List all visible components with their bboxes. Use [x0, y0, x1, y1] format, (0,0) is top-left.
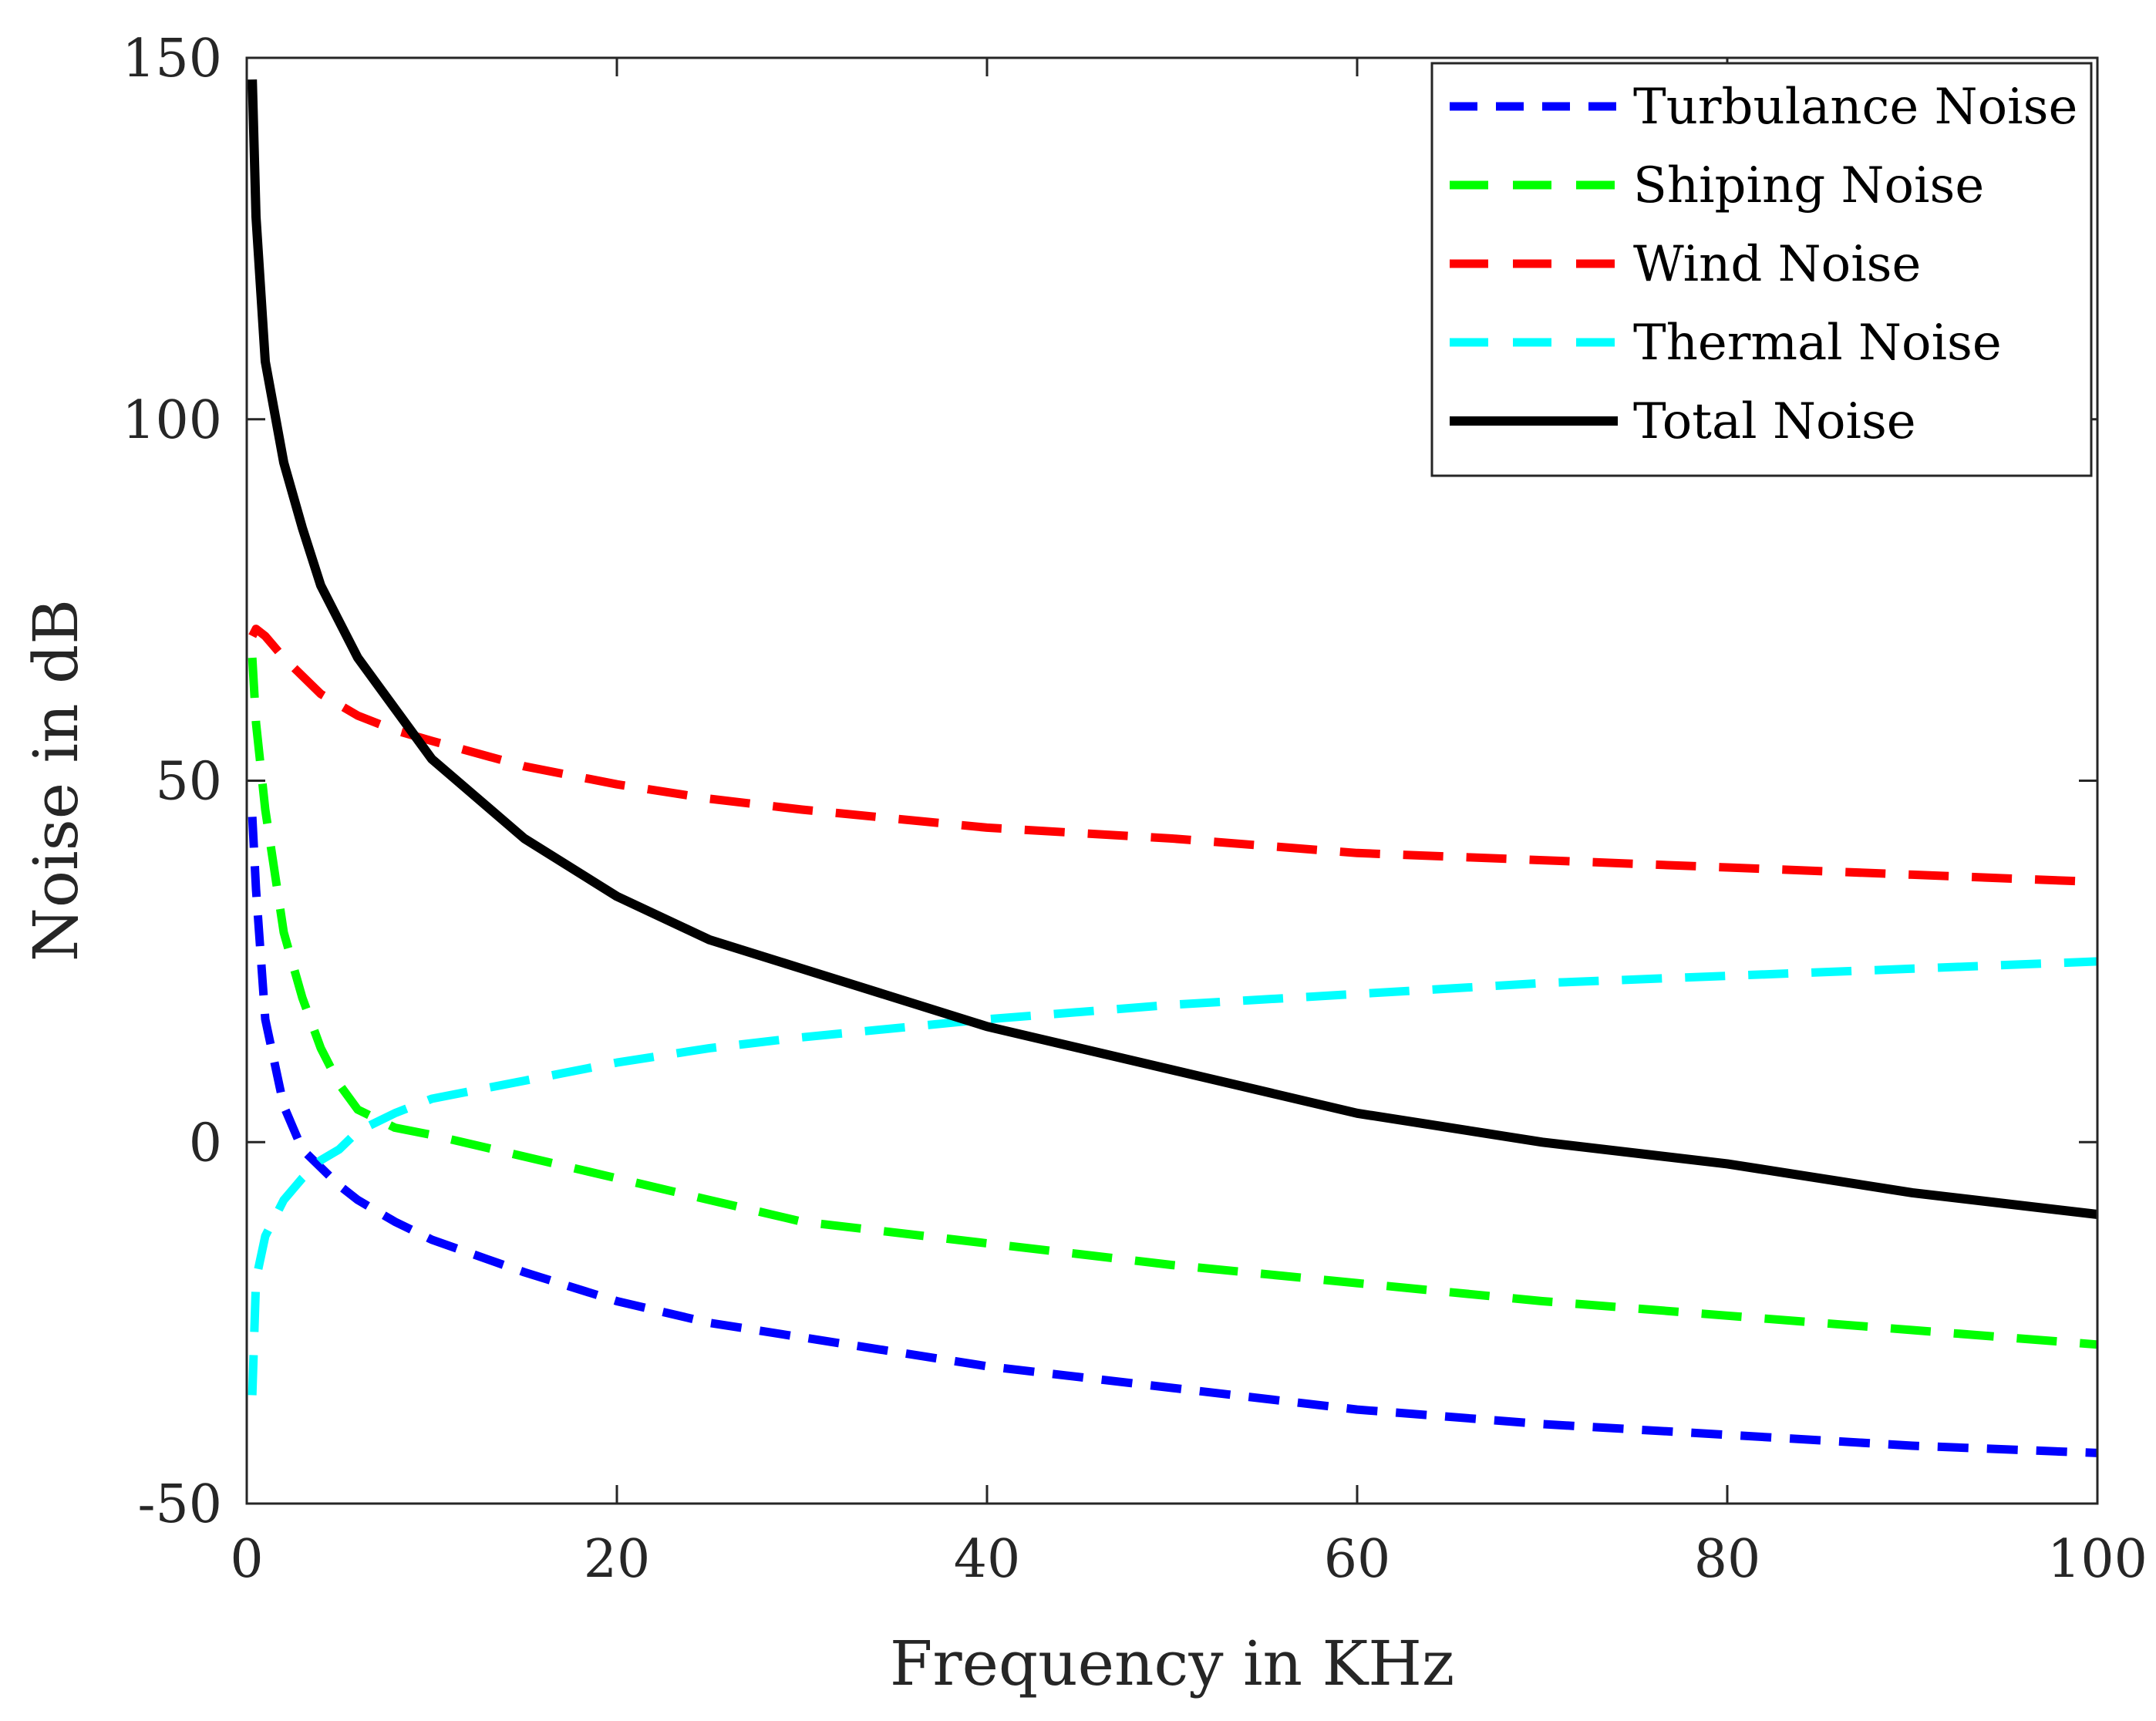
legend: Turbulance Noise Shiping Noise Wind Noise T… [1430, 62, 2093, 477]
legend-entries: Turbulance Noise Shiping Noise Wind Noise T… [1450, 79, 2077, 450]
y-axis-title: Noise in dB [20, 599, 92, 962]
series-layer [248, 79, 2098, 1457]
legend-label-4: Total Noise [1633, 393, 1916, 450]
x-tick-label-3: 60 [1324, 1529, 1391, 1590]
y-tick-label-4: 150 [122, 29, 222, 89]
y-tick-label-0: -50 [137, 1474, 222, 1535]
y-tick-label-1: 0 [189, 1113, 222, 1174]
series-line-2 [248, 625, 2098, 887]
legend-label-1: Shiping Noise [1633, 157, 1984, 214]
series-line-1 [248, 657, 2098, 1349]
legend-label-2: Wind Noise [1633, 236, 1921, 293]
x-axis-title: Frequency in KHz [890, 1628, 1454, 1699]
x-tick-label-5: 100 [2047, 1529, 2148, 1590]
series-line-0 [248, 817, 2098, 1457]
x-tick-label-0: 0 [230, 1529, 263, 1590]
x-tick-label-1: 20 [584, 1529, 651, 1590]
legend-label-0: Turbulance Noise [1633, 79, 2077, 136]
x-tick-label-2: 40 [954, 1529, 1021, 1590]
legend-box [1430, 62, 2093, 477]
y-tick-label-2: 50 [155, 752, 222, 813]
series-line-3 [248, 957, 2098, 1396]
series-line-4 [248, 79, 2098, 1219]
y-tick-label-3: 100 [122, 390, 222, 451]
x-tick-label-4: 80 [1694, 1529, 1761, 1590]
legend-label-3: Thermal Noise [1633, 315, 2002, 372]
